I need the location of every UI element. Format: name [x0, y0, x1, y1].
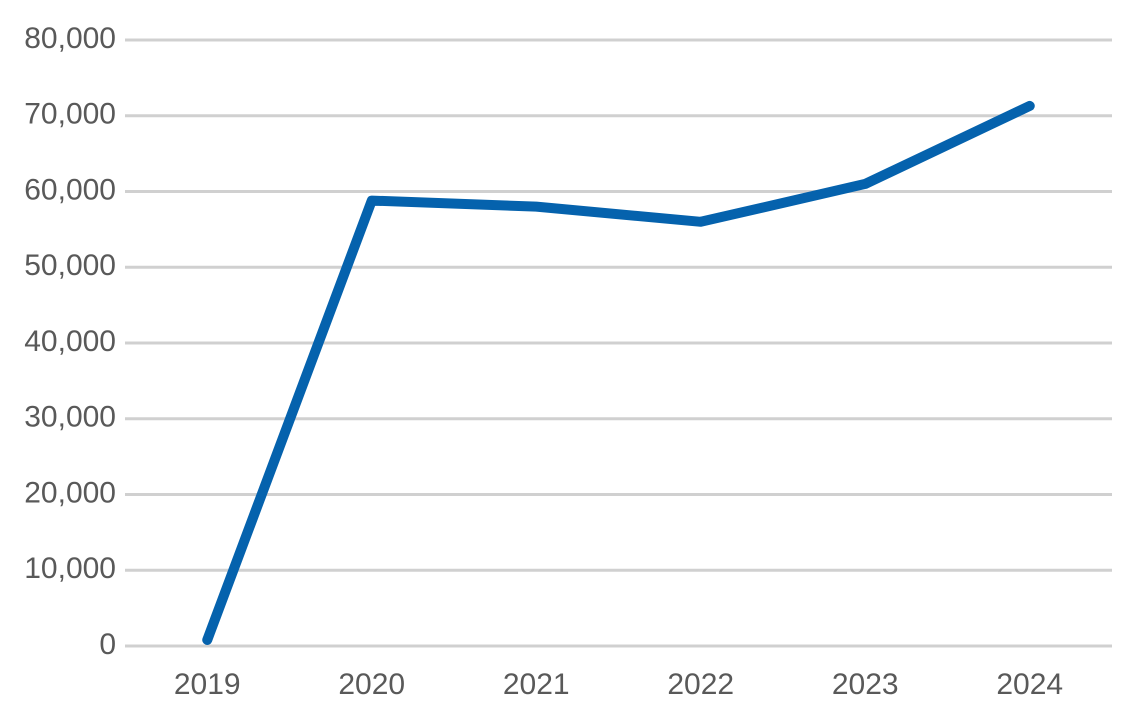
y-tick-label: 70,000 — [24, 98, 116, 131]
x-tick-label: 2024 — [996, 668, 1063, 701]
y-tick-label: 0 — [99, 628, 116, 661]
y-tick-label: 20,000 — [24, 476, 116, 509]
y-tick-label: 30,000 — [24, 401, 116, 434]
x-tick-label: 2019 — [174, 668, 241, 701]
y-tick-label: 60,000 — [24, 173, 116, 206]
x-tick-label: 2023 — [832, 668, 899, 701]
y-tick-label: 80,000 — [24, 22, 116, 55]
x-tick-label: 2020 — [338, 668, 405, 701]
x-tick-label: 2021 — [503, 668, 570, 701]
data-line — [202, 100, 1035, 645]
y-tick-label: 50,000 — [24, 249, 116, 282]
y-tick-label: 10,000 — [24, 552, 116, 585]
x-tick-label: 2022 — [667, 668, 734, 701]
y-tick-label: 40,000 — [24, 325, 116, 358]
